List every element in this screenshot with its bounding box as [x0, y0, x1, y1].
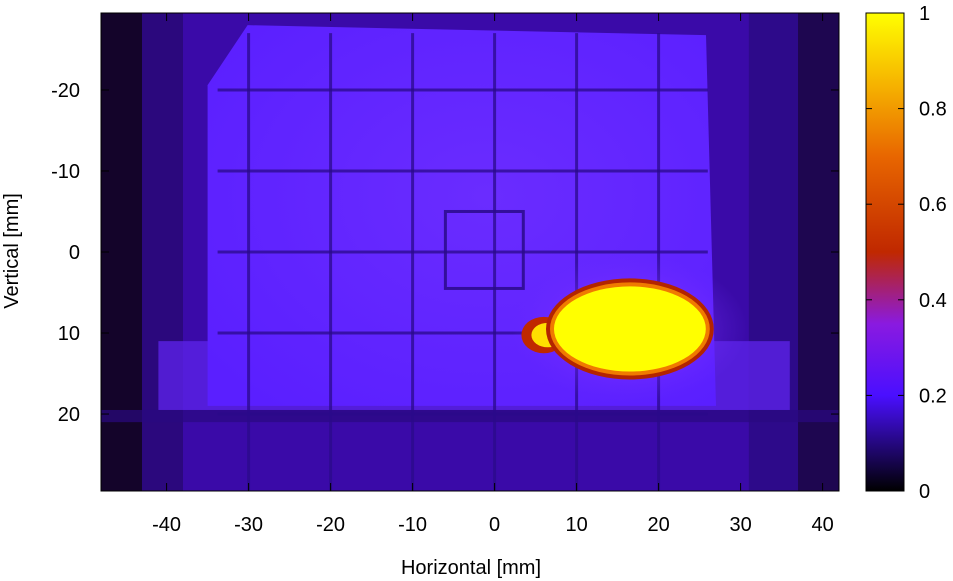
colorbar-gradient: [865, 12, 905, 492]
colorbar-tick-labels: 0 0.2 0.4 0.6 0.8 1: [919, 3, 947, 503]
x-tick-label: -40: [152, 514, 181, 536]
y-tick-label: 10: [58, 323, 80, 345]
y-tick-label: -20: [51, 80, 80, 102]
colorbar-ticks: [866, 12, 904, 492]
x-tick-label: 10: [565, 514, 587, 536]
y-tick-label: -10: [51, 161, 80, 183]
colorbar: 0 0.2 0.4 0.6 0.8 1: [865, 3, 947, 503]
x-tick-label: -30: [234, 514, 263, 536]
colorbar-tick-label: 0.4: [919, 290, 947, 312]
y-tick-labels: -20 -10 0 10 20: [51, 80, 80, 426]
x-tick-label: 40: [811, 514, 833, 536]
colorbar-tick-label: 0.6: [919, 194, 947, 216]
plate-grid-lines: [217, 33, 708, 491]
x-tick-label: 30: [729, 514, 751, 536]
colorbar-tick-label: 0.2: [919, 385, 947, 407]
colorbar-tick-label: 0: [919, 481, 930, 503]
colorbar-tick-label: 1: [919, 3, 930, 25]
axis-ticks: [101, 13, 839, 491]
x-axis-title: Horizontal [mm]: [401, 557, 541, 579]
x-tick-label: 0: [489, 514, 500, 536]
x-tick-label: 20: [647, 514, 669, 536]
hot-spot-layer: [512, 254, 748, 404]
heatmap-dark-strip: [101, 409, 839, 423]
plot-area: [100, 12, 840, 492]
y-tick-label: 0: [69, 242, 80, 264]
y-axis-title: Vertical [mm]: [1, 193, 23, 309]
x-tick-labels: -40 -30 -20 -10 0 10 20 30 40: [152, 514, 834, 536]
colorbar-tick-label: 0.8: [919, 99, 947, 121]
x-tick-label: -20: [316, 514, 345, 536]
x-tick-label: -10: [398, 514, 427, 536]
hot-spot-core: [554, 286, 706, 372]
center-square-marker: [443, 209, 525, 290]
y-tick-label: 20: [58, 404, 80, 426]
